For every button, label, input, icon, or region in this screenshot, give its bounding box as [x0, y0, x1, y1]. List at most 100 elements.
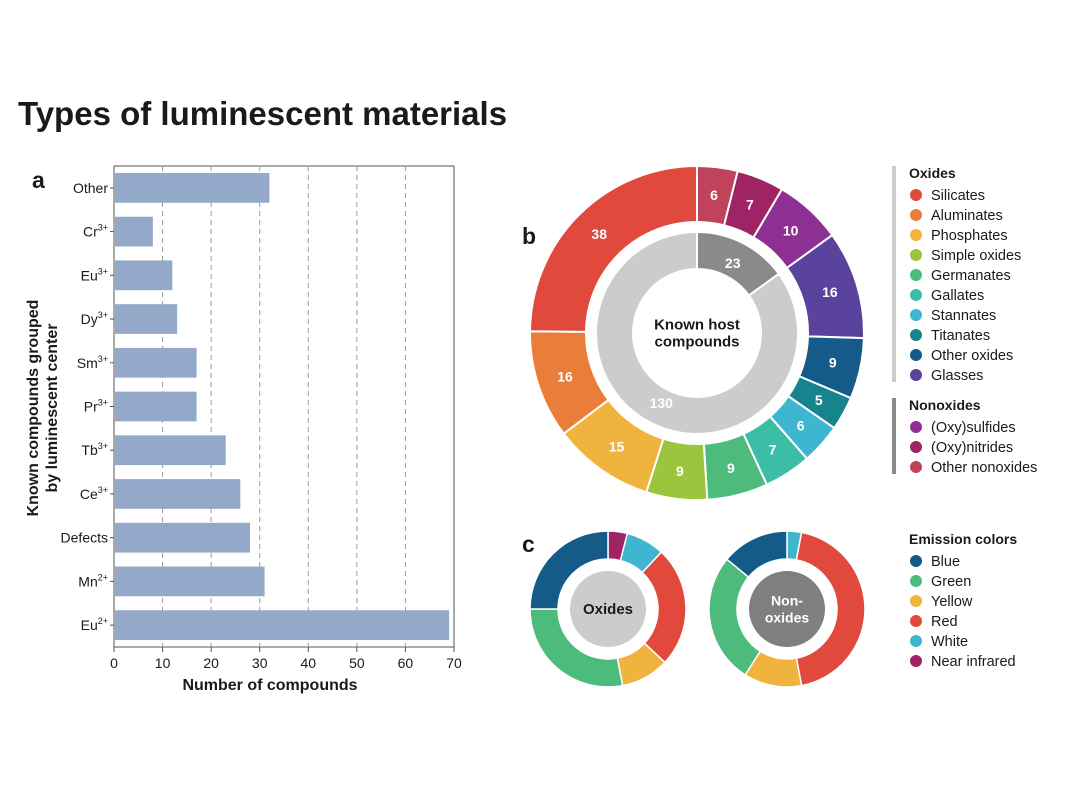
- x-tick-label: 30: [252, 655, 268, 671]
- legend-item-phosphates: Phosphates: [931, 228, 1008, 244]
- legend-item-other-oxides: Other oxides: [931, 348, 1013, 364]
- category-label: Defects: [61, 530, 108, 546]
- category-label: Tb3+: [81, 441, 108, 458]
- legend-item-oxy-nitrides: (Oxy)nitrides: [931, 440, 1013, 456]
- legend-item-stannates: Stannates: [931, 308, 996, 324]
- x-tick-label: 40: [300, 655, 316, 671]
- legend-swatch: [910, 421, 922, 433]
- donut-center-disc: [749, 571, 825, 647]
- legend-swatch: [910, 555, 922, 567]
- legend-item-titanates: Titanates: [931, 328, 990, 344]
- slice-value-label: 15: [609, 438, 625, 454]
- slice-blue: [725, 530, 788, 579]
- category-label: Mn2+: [78, 572, 108, 589]
- bar-pr3: [115, 391, 197, 422]
- x-tick-label: 50: [349, 655, 365, 671]
- bar-dy3: [115, 304, 178, 334]
- legend-swatch: [910, 369, 922, 381]
- legend-item-glasses: Glasses: [931, 368, 983, 384]
- legend-swatch: [910, 269, 922, 281]
- legend-swatch: [910, 329, 922, 341]
- page-title: Types of luminescent materials: [18, 95, 507, 132]
- slice-value-label: 7: [746, 196, 754, 212]
- panel-b-letter: b: [522, 223, 536, 249]
- slice-value-label: 38: [591, 226, 607, 242]
- legend-item-gallates: Gallates: [931, 288, 984, 304]
- legend-item-silicates: Silicates: [931, 188, 985, 204]
- donut-center-label: Non-oxides: [765, 593, 810, 626]
- legend-swatch: [910, 249, 922, 261]
- slice-value-label: 6: [710, 187, 718, 203]
- bar-chart-luminescent-centers: 0 10 20 30 40 50 60 70 Other Cr3+ Eu3+ Dy3+ Sm3+ Pr3+…: [25, 165, 462, 694]
- slice-value-label: 9: [727, 460, 735, 476]
- y-axis-label: Known compounds grouped by luminescent ce…: [25, 300, 61, 517]
- slice-value-label: 16: [557, 368, 573, 384]
- slice-value-label: 5: [815, 392, 823, 408]
- panel-c-letter: c: [522, 531, 535, 557]
- legend-item-white: White: [931, 634, 968, 650]
- donut-center-label: Known host compounds: [654, 317, 740, 351]
- legend-item-red: Red: [931, 614, 958, 630]
- slice-value-label: 6: [797, 418, 805, 434]
- legend-swatch: [910, 615, 922, 627]
- bar-eu2: [115, 610, 450, 641]
- outer-slice-silicates: [528, 164, 698, 333]
- donut-center-disc: [570, 571, 646, 647]
- legend-item-aluminates: Aluminates: [931, 208, 1003, 224]
- legend-item-simple-oxides: Simple oxides: [931, 248, 1021, 264]
- category-label: Cr3+: [83, 223, 108, 240]
- legend-swatch: [910, 189, 922, 201]
- panel-a-letter: a: [32, 167, 45, 193]
- category-label: Other: [73, 180, 108, 196]
- legend-swatch: [910, 635, 922, 647]
- category-label: Pr3+: [84, 398, 108, 415]
- legend-host-compounds: Oxides Silicates Aluminates Phosphates Simpl…: [892, 165, 1037, 476]
- legend-swatch: [910, 575, 922, 587]
- slice-red: [795, 531, 866, 687]
- legend-item-green: Green: [931, 574, 971, 590]
- slice-blue: [529, 530, 609, 610]
- legend-item-germanates: Germanates: [931, 268, 1011, 284]
- category-label: Eu3+: [81, 266, 108, 283]
- bar-mn2: [115, 566, 265, 597]
- x-tick-label: 70: [446, 655, 462, 671]
- legend-item-other-nonoxides: Other nonoxides: [931, 460, 1037, 476]
- slice-value-label: 23: [725, 255, 741, 271]
- legend-heading-oxides: Oxides: [909, 165, 956, 181]
- legend-item-blue: Blue: [931, 554, 960, 570]
- legend-heading-nonoxides: Nonoxides: [909, 397, 981, 413]
- bar-other: [115, 172, 270, 203]
- slice-value-label: 9: [829, 355, 837, 371]
- bar-defects: [115, 522, 250, 553]
- bar-eu3: [115, 260, 173, 291]
- legend-swatch: [910, 441, 922, 453]
- x-axis-label: Number of compounds: [182, 677, 357, 694]
- bar-cr3: [115, 216, 153, 247]
- x-tick-label: 10: [155, 655, 171, 671]
- slice-value-label: 16: [822, 284, 838, 300]
- legend-swatch: [910, 461, 922, 473]
- legend-heading-emission-colors: Emission colors: [909, 531, 1017, 547]
- donut-chart-nonoxides-emission: Non-oxides: [708, 530, 866, 688]
- legend-swatch: [910, 229, 922, 241]
- legend-swatch: [910, 595, 922, 607]
- bar-ce3: [115, 479, 241, 509]
- legend-emission-colors: Emission colors Blue Green Yellow Red White Ne…: [909, 531, 1017, 670]
- bar-tb3: [115, 435, 226, 466]
- legend-swatch: [910, 309, 922, 321]
- slice-value-label: 9: [676, 463, 684, 479]
- inner-slice-oxides: [595, 230, 799, 435]
- donut-center-label: Oxides: [583, 601, 633, 618]
- legend-swatch: [910, 209, 922, 221]
- category-label: Sm3+: [77, 354, 108, 371]
- legend-swatch: [910, 655, 922, 667]
- legend-item-oxy-sulfides: (Oxy)sulfides: [931, 420, 1016, 436]
- slice-red: [641, 551, 687, 664]
- x-tick-label: 0: [110, 655, 118, 671]
- legend-item-yellow: Yellow: [931, 594, 973, 610]
- slice-value-label: 130: [650, 395, 674, 411]
- x-tick-label: 20: [203, 655, 219, 671]
- legend-group-bar: [892, 398, 896, 474]
- category-label: Dy3+: [81, 310, 108, 327]
